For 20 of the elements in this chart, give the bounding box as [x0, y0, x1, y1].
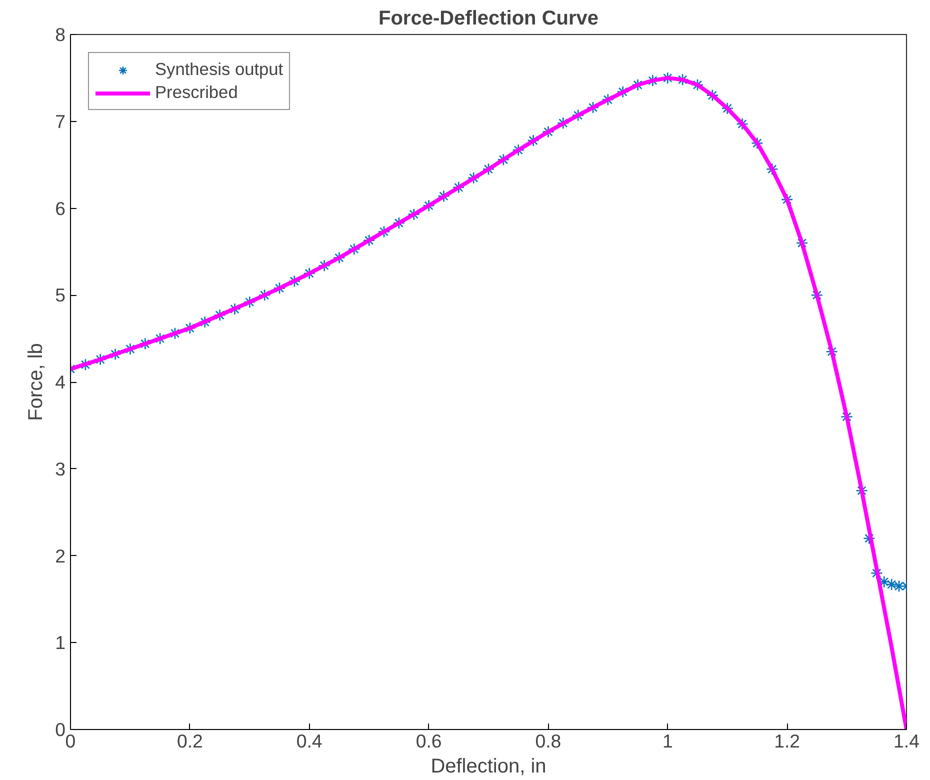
y-tick-label: 4: [55, 372, 66, 392]
x-tick-label: 1.4: [894, 730, 920, 752]
y-tick-label: 1: [55, 632, 66, 654]
x-tick-label: 1: [662, 730, 673, 752]
y-tick-label: 3: [55, 458, 66, 480]
y-tick-label: 2: [55, 545, 66, 566]
y-tick-label: 5: [55, 284, 66, 306]
x-tick-label: 0.6: [416, 730, 442, 752]
y-axis-title: Force, lb: [25, 343, 48, 421]
x-tick-label: 1.2: [774, 730, 800, 752]
y-tick-label: 7: [55, 110, 66, 132]
y-tick-label: 6: [55, 198, 66, 219]
legend-label: Prescribed: [155, 82, 238, 103]
legend-label: Synthesis output: [155, 59, 284, 80]
chart-title: Force-Deflection Curve: [378, 8, 599, 30]
x-axis-title: Deflection, in: [430, 756, 546, 778]
x-tick-label: 0.2: [176, 730, 203, 752]
x-tick-label: 0.4: [296, 730, 322, 752]
x-tick-label: 0.8: [535, 730, 562, 752]
y-tick-label: 8: [55, 24, 66, 45]
